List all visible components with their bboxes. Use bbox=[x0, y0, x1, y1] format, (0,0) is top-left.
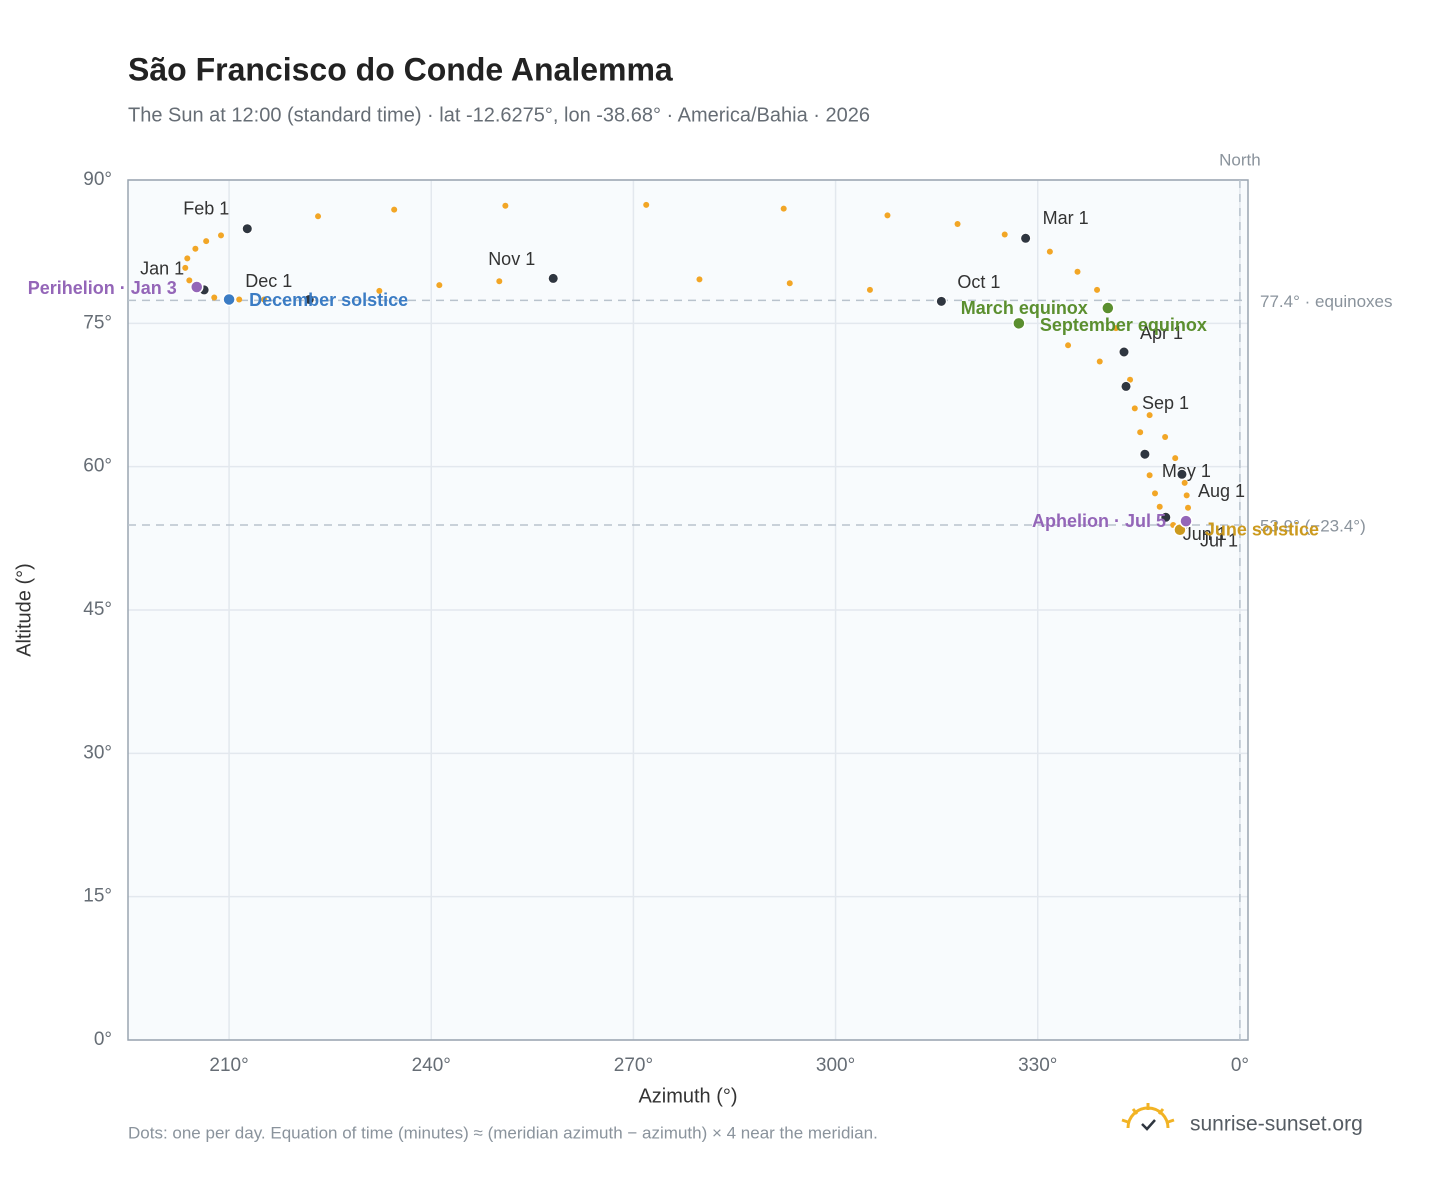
event-dot bbox=[222, 292, 236, 307]
daily-dot bbox=[643, 201, 650, 208]
milestone-label: Nov 1 bbox=[488, 249, 535, 269]
footnote: Dots: one per day. Equation of time (min… bbox=[128, 1123, 878, 1142]
x-tick-label: 210° bbox=[209, 1055, 248, 1076]
daily-dot bbox=[1127, 376, 1134, 383]
meridian-label: North bbox=[1219, 150, 1261, 169]
daily-dot bbox=[211, 294, 218, 301]
milestone-label: Dec 1 bbox=[245, 271, 292, 291]
daily-dot bbox=[1152, 490, 1159, 497]
daily-dot bbox=[1065, 342, 1072, 349]
daily-dot bbox=[1094, 286, 1101, 293]
daily-dot bbox=[192, 245, 199, 252]
reference-label: 53.9° (−23.4°) bbox=[1260, 516, 1366, 535]
milestone-label: Jul 1 bbox=[1200, 531, 1238, 551]
milestone-dot bbox=[241, 223, 253, 235]
chart-title: São Francisco do Conde Analemma bbox=[128, 51, 673, 87]
daily-dot bbox=[1096, 358, 1103, 365]
x-tick-label: 270° bbox=[614, 1055, 653, 1076]
daily-dot bbox=[1146, 472, 1153, 479]
y-tick-label: 15° bbox=[83, 886, 112, 907]
milestone-dot bbox=[1160, 511, 1172, 523]
daily-dot bbox=[1172, 455, 1179, 462]
event-dot bbox=[1012, 316, 1026, 331]
milestone-dot bbox=[1020, 232, 1032, 244]
daily-dot bbox=[1046, 248, 1053, 255]
daily-dot bbox=[217, 232, 224, 239]
daily-dot bbox=[1156, 503, 1163, 510]
daily-dot bbox=[866, 286, 873, 293]
daily-dot bbox=[780, 205, 787, 212]
event-label: Perihelion · Jan 3 bbox=[28, 278, 177, 298]
event-dot bbox=[1179, 514, 1193, 528]
brand-logo bbox=[1121, 1103, 1175, 1131]
daily-dot bbox=[376, 287, 383, 294]
daily-dot bbox=[391, 206, 398, 213]
milestone-label: May 1 bbox=[1162, 461, 1211, 481]
plot-border bbox=[127, 179, 1249, 1041]
milestone-dot bbox=[1139, 448, 1151, 460]
daily-dot bbox=[1131, 405, 1138, 412]
milestone-dot bbox=[1120, 380, 1132, 392]
milestone-label: Oct 1 bbox=[957, 272, 1000, 292]
milestone-label: Mar 1 bbox=[1043, 208, 1089, 228]
milestone-label: Feb 1 bbox=[183, 198, 229, 218]
daily-dot bbox=[203, 238, 210, 245]
reference-label: 77.4° · equinoxes bbox=[1260, 292, 1393, 311]
y-tick-label: 30° bbox=[83, 742, 112, 763]
daily-dot bbox=[315, 213, 322, 220]
daily-dot bbox=[786, 280, 793, 287]
daily-dot bbox=[184, 255, 191, 262]
event-label: Aphelion · Jul 5 bbox=[1032, 511, 1166, 531]
daily-dot bbox=[1146, 412, 1153, 419]
milestone-label: Apr 1 bbox=[1140, 323, 1183, 343]
daily-dot bbox=[182, 264, 189, 271]
daily-dot bbox=[1183, 492, 1190, 499]
daily-dot bbox=[1181, 479, 1188, 486]
daily-dot bbox=[1185, 504, 1192, 511]
y-tick-label: 0° bbox=[94, 1029, 112, 1050]
daily-dot bbox=[954, 220, 961, 227]
milestone-dot bbox=[547, 272, 559, 284]
daily-dot bbox=[1074, 268, 1081, 275]
x-tick-label: 300° bbox=[816, 1055, 855, 1076]
daily-dot bbox=[1137, 429, 1144, 436]
x-tick-label: 330° bbox=[1018, 1055, 1057, 1076]
y-tick-label: 60° bbox=[83, 456, 112, 477]
x-axis-title: Azimuth (°) bbox=[638, 1085, 737, 1107]
y-tick-label: 90° bbox=[83, 169, 112, 190]
event-label: March equinox bbox=[961, 298, 1088, 318]
x-tick-label: 0° bbox=[1231, 1055, 1249, 1076]
event-dot bbox=[189, 280, 204, 294]
event-label: June solstice bbox=[1205, 519, 1319, 539]
milestone-label: Jun 1 bbox=[1183, 524, 1227, 544]
chart-subtitle: The Sun at 12:00 (standard time) · lat -… bbox=[128, 104, 870, 126]
daily-dot bbox=[261, 296, 268, 303]
milestone-label: Sep 1 bbox=[1142, 393, 1189, 413]
milestone-dot bbox=[1118, 346, 1130, 358]
x-tick-label: 240° bbox=[412, 1055, 451, 1076]
event-label: September equinox bbox=[1040, 315, 1207, 335]
daily-dot bbox=[436, 282, 443, 289]
y-axis-title: Altitude (°) bbox=[13, 563, 35, 657]
daily-dot bbox=[884, 212, 891, 219]
milestone-dot bbox=[303, 293, 315, 305]
y-tick-label: 75° bbox=[83, 312, 112, 333]
event-label: December solstice bbox=[249, 290, 408, 310]
daily-dot bbox=[496, 278, 503, 285]
daily-dot bbox=[1162, 434, 1169, 441]
milestone-label: Aug 1 bbox=[1198, 481, 1245, 501]
milestone-dot bbox=[1176, 468, 1188, 480]
milestone-label: Jan 1 bbox=[140, 259, 184, 279]
daily-dot bbox=[1112, 325, 1119, 332]
event-dot bbox=[1101, 301, 1115, 315]
daily-dot bbox=[696, 276, 703, 283]
y-tick-label: 45° bbox=[83, 599, 112, 620]
daily-dot bbox=[502, 202, 509, 209]
daily-dot bbox=[1001, 231, 1008, 238]
milestone-dot bbox=[935, 295, 947, 307]
daily-dot bbox=[236, 296, 243, 303]
brand-name: sunrise-sunset.org bbox=[1190, 1113, 1363, 1136]
daily-dot bbox=[186, 277, 193, 284]
